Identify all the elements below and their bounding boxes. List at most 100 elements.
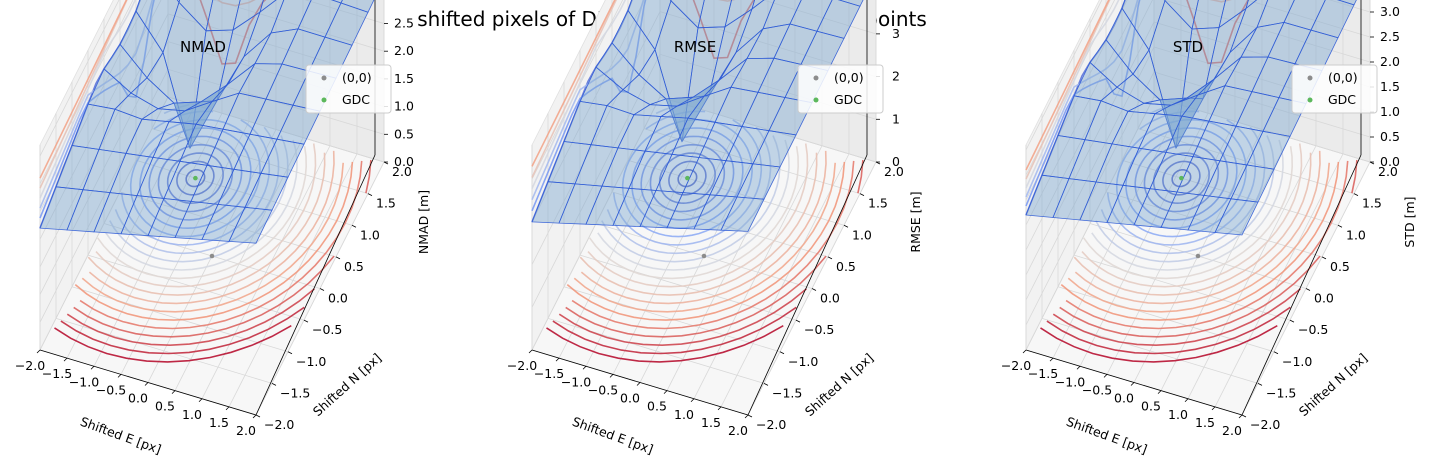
floor-contour-line — [1040, 325, 1278, 363]
floor-contour-line — [1115, 118, 1247, 238]
x-tick-label: 2.0 — [728, 423, 748, 438]
legend-origin-label: (0,0) — [834, 70, 864, 85]
floor-contour-line — [1152, 152, 1210, 205]
y-tick — [747, 414, 753, 418]
floor-contour-line — [828, 161, 846, 222]
x-tick — [225, 406, 230, 411]
legend-frame — [1291, 64, 1378, 114]
floor-contour-line — [1046, 306, 1291, 355]
z-tick-label: 2.5 — [394, 15, 414, 30]
x-tick — [528, 349, 533, 354]
y-tick-label: 0.0 — [820, 291, 840, 306]
z-gridline — [531, 96, 877, 351]
left-wall-contour — [531, 0, 618, 178]
floor-contour-line — [755, 126, 772, 201]
floor-contour-line — [1067, 217, 1316, 313]
z-tick-label: 0.5 — [394, 126, 414, 141]
floor-gridline-y — [135, 159, 353, 226]
y-tick-label: −1.5 — [772, 385, 802, 400]
z-gridline — [1025, 0, 1371, 251]
y-tick — [335, 256, 341, 260]
y-tick — [843, 224, 849, 228]
y-tick-label: −1.5 — [1266, 385, 1296, 400]
floor-contour-line — [794, 143, 809, 212]
floor-contour-line — [1106, 192, 1249, 246]
z-tick-label: 2.0 — [1380, 54, 1400, 69]
left-wall-contour — [1025, 0, 1141, 207]
subplot-nmad: −2.0−1.5−1.0−0.50.00.51.01.52.0 −2.0−1.5−… — [15, 0, 431, 457]
x-tick-label: 0.5 — [155, 399, 175, 414]
x-tick — [1157, 390, 1162, 394]
floor-gridline-x — [228, 153, 358, 408]
floor-contour-line — [1249, 126, 1266, 201]
z-tick-label: 1.0 — [1380, 104, 1400, 119]
floor-contour-line — [546, 325, 784, 363]
floor-contour-line — [105, 205, 288, 271]
left-wall-contour — [39, 0, 128, 179]
floor-contour-line — [185, 169, 206, 188]
z-tick-label: 2.0 — [394, 43, 414, 58]
floor-contour-line — [336, 161, 354, 222]
y-tick-label: −2.0 — [756, 417, 786, 432]
x-tick-label: 0.0 — [128, 391, 148, 406]
y-tick — [795, 319, 801, 323]
floor-contour-line — [565, 255, 827, 338]
y-tick — [1321, 256, 1327, 260]
floor-contour-line — [1288, 143, 1303, 212]
floor-contour-line — [120, 192, 263, 246]
x-tick — [1184, 398, 1189, 403]
x-axis-label: Shifted E [px] — [1064, 414, 1149, 457]
floor-contour-line — [139, 127, 252, 230]
floor-contour-line — [1272, 139, 1284, 207]
x-tick — [663, 390, 668, 394]
floor-contour-line — [571, 222, 838, 330]
x-tick-label: −2.0 — [1001, 358, 1031, 373]
subplot-rmse: −2.0−1.5−1.0−0.50.00.51.01.52.0 −2.0−1.5−… — [507, 0, 923, 457]
floor-contour-line — [163, 103, 190, 115]
floor-contour-line — [803, 152, 818, 214]
floor-contour-line — [621, 118, 753, 238]
x-tick — [609, 374, 614, 378]
z-tick-label: 3.0 — [1380, 4, 1400, 19]
surface-patch — [1214, 198, 1259, 236]
y-tick — [367, 193, 373, 196]
floor-contour-line — [1297, 152, 1312, 214]
subplot-title: NMAD — [180, 38, 226, 56]
subplots: −2.0−1.5−1.0−0.50.00.51.01.52.0 −2.0−1.5−… — [15, 0, 1417, 457]
y-axis-line — [747, 154, 868, 416]
y-tick-label: 0.5 — [344, 259, 364, 274]
y-tick — [319, 288, 325, 291]
floor-gridline-x — [720, 153, 850, 408]
y-axis-line — [1241, 154, 1362, 416]
x-tick-label: −1.5 — [534, 366, 564, 381]
floor-contour-line — [1095, 202, 1266, 263]
x-tick — [1130, 382, 1135, 386]
x-tick-label: 1.0 — [1168, 407, 1188, 422]
x-tick-label: 1.5 — [701, 415, 721, 430]
z-gridline — [1025, 0, 1103, 151]
gdc-point — [1179, 175, 1184, 181]
origin-point — [1195, 253, 1201, 259]
floor-contour-line — [612, 192, 755, 246]
z-tick-label: 0 — [892, 154, 900, 169]
floor-contour-line — [668, 160, 707, 196]
floor-contour-line — [166, 152, 224, 205]
z-tick-label: 0.0 — [394, 154, 414, 169]
z-tick-label: 1.0 — [394, 99, 414, 114]
x-tick-label: −1.5 — [1028, 366, 1058, 381]
x-tick-label: 1.0 — [182, 407, 202, 422]
floor-contour-line — [95, 210, 305, 288]
floor-contour-line — [1313, 162, 1330, 219]
floor-contour-line — [601, 202, 772, 263]
floor-contour-line — [1065, 222, 1332, 330]
x-tick — [90, 365, 95, 370]
z-gridline — [531, 0, 877, 223]
x-tick — [1076, 365, 1081, 370]
y-tick — [287, 351, 293, 355]
subplot-title: STD — [1173, 38, 1203, 56]
y-tick-label: 1.5 — [868, 196, 888, 211]
floor-contour-line — [1143, 143, 1220, 213]
y-tick — [1257, 383, 1263, 386]
floor-contour-line — [1305, 150, 1321, 217]
